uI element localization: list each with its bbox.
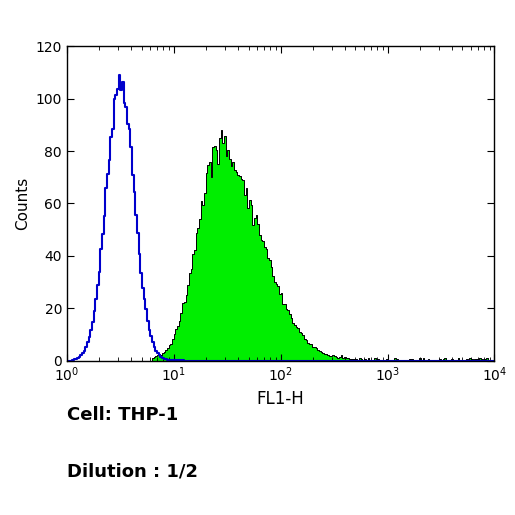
Text: Cell: THP-1: Cell: THP-1 xyxy=(67,406,178,424)
X-axis label: FL1-H: FL1-H xyxy=(257,389,304,407)
Text: Dilution : 1/2: Dilution : 1/2 xyxy=(67,462,198,480)
Y-axis label: Counts: Counts xyxy=(15,177,30,230)
